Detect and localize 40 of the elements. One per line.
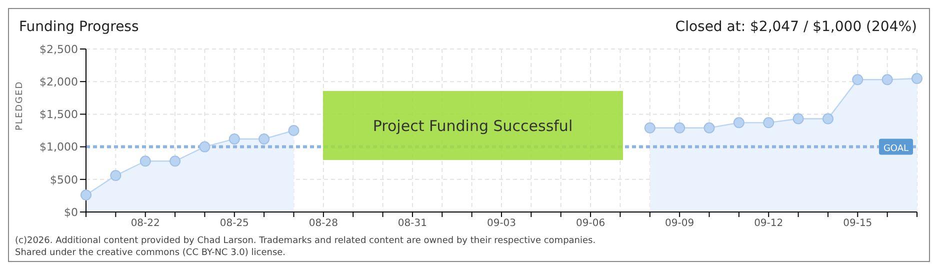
x-tick-label: 08-28: [308, 218, 338, 230]
point: [704, 122, 715, 134]
chart-title: Funding Progress: [19, 19, 139, 35]
y-tick-label: $1,000: [40, 140, 78, 154]
point: [258, 133, 270, 144]
x-tick-label: 09-09: [665, 218, 694, 230]
point: [882, 74, 893, 86]
banner: Project Funding Successful: [323, 91, 622, 160]
x-tick-label: 09-06: [576, 218, 606, 230]
text: (c)2026. Additional content provided by Chad Larson. Trademarks and related content are owned by their respective companies.: [15, 235, 596, 247]
point: [912, 73, 922, 84]
x-tick-label: 09-15: [843, 218, 872, 230]
x-tick-label: 08-25: [220, 218, 249, 230]
y-tick-label: $0: [64, 206, 78, 219]
point: [140, 156, 151, 167]
x-tick-label: 09-03: [486, 218, 516, 230]
x-tick-label: 09-12: [754, 218, 784, 230]
chart-subtitle: Closed at: $2,047 / $1,000 (204%): [675, 19, 917, 35]
y-axis-title: PLEDGED: [15, 80, 26, 130]
y-tick-label: $500: [50, 173, 78, 186]
point: [228, 133, 240, 144]
point: [288, 125, 300, 136]
point: [733, 117, 744, 128]
point: [674, 122, 686, 134]
y-tick-label: $2,500: [40, 42, 78, 56]
point: [822, 113, 834, 124]
point: [792, 113, 804, 124]
point: [644, 122, 656, 134]
text: Shared under the creative commons (CC BY-NC 3.0) license.: [15, 247, 287, 259]
x-tick-label: 08-22: [130, 218, 160, 230]
y-tick-label: $2,000: [40, 76, 78, 89]
point: [199, 141, 210, 152]
point: [763, 117, 774, 128]
point: [80, 190, 92, 201]
y-tick-label: $1,500: [40, 108, 78, 122]
point: [170, 156, 181, 167]
point: [852, 74, 864, 86]
ref-line-label: GOAL: [883, 144, 909, 154]
point: [110, 170, 122, 181]
x-tick-label: 08-31: [398, 218, 427, 230]
